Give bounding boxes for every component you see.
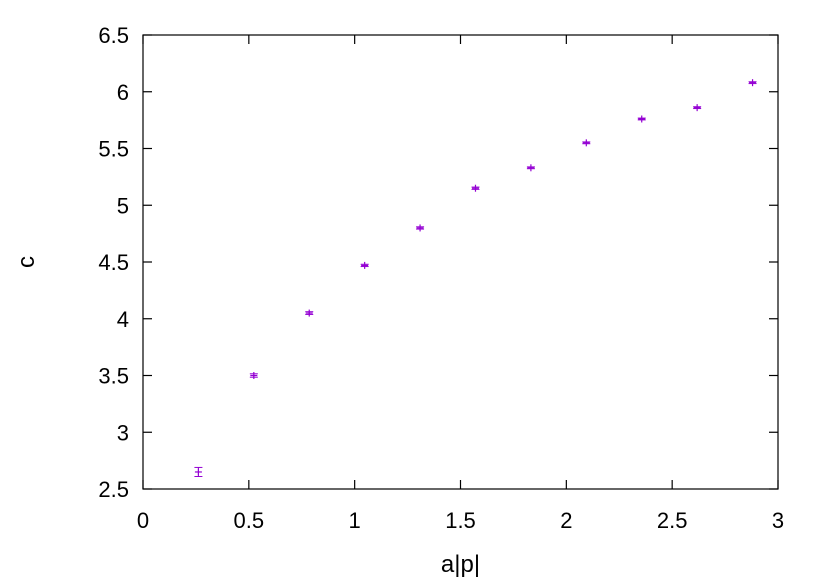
data-points: [194, 79, 757, 478]
x-axis-label: a|p|: [441, 551, 480, 578]
y-tick-label: 4: [117, 307, 129, 332]
data-point: [582, 139, 591, 147]
y-tick-label: 6.5: [98, 23, 129, 48]
data-point: [637, 115, 646, 123]
data-point: [748, 79, 757, 87]
data-point: [416, 224, 425, 232]
data-point: [305, 309, 314, 317]
axis-ticks: [142, 34, 779, 490]
y-tick-label: 6: [117, 80, 129, 105]
y-tick-label: 3: [117, 420, 129, 445]
data-point: [194, 466, 203, 478]
y-tick-label: 3.5: [98, 364, 129, 389]
x-tick-label: 0: [137, 508, 149, 533]
plot-frame: [142, 34, 779, 490]
x-tick-label: 3: [772, 508, 784, 533]
x-tick-label: 2.5: [657, 508, 688, 533]
x-tick-label: 0.5: [234, 508, 265, 533]
y-tick-label: 5: [117, 193, 129, 218]
data-point: [471, 184, 480, 192]
x-tick-labels: 0 0.5 1 1.5 2 2.5 3: [137, 508, 784, 533]
data-point: [249, 372, 258, 379]
x-tick-label: 1: [349, 508, 361, 533]
data-point: [693, 104, 702, 112]
y-tick-label: 5.5: [98, 137, 129, 162]
y-tick-label: 4.5: [98, 250, 129, 275]
data-point: [360, 261, 369, 269]
data-point: [526, 164, 535, 172]
x-tick-label: 1.5: [445, 508, 476, 533]
y-tick-label: 2.5: [98, 477, 129, 502]
y-tick-labels: 2.5 3 3.5 4 4.5 5 5.5 6 6.5: [98, 23, 129, 502]
y-axis-label: c: [13, 256, 40, 268]
x-tick-label: 2: [560, 508, 572, 533]
